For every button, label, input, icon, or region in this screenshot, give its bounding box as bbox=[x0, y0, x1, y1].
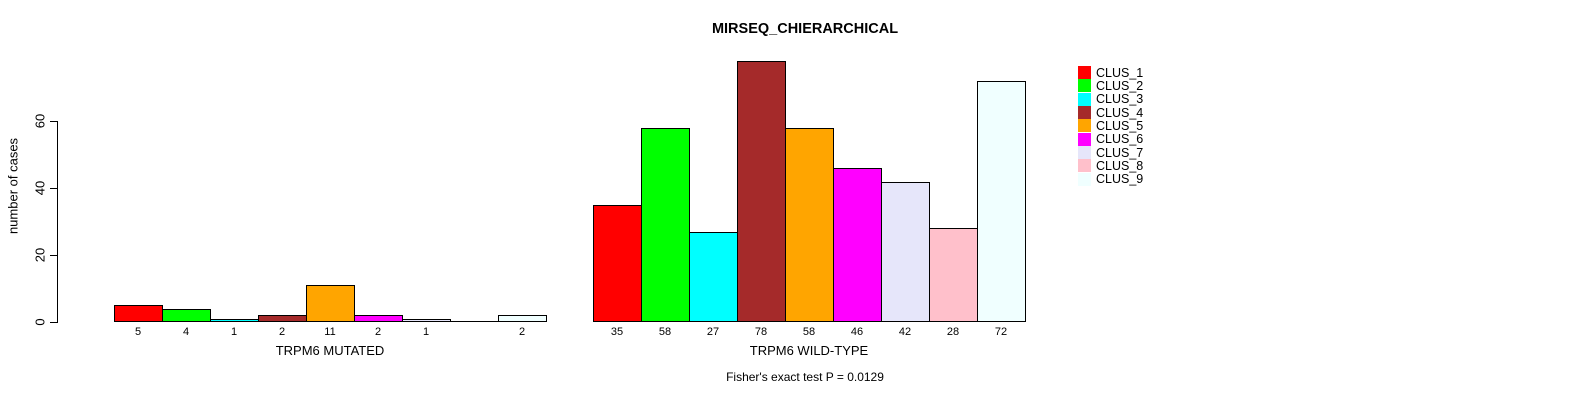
legend-label-clus_1: CLUS_1 bbox=[1096, 66, 1144, 80]
legend-swatch-clus_8 bbox=[1078, 159, 1091, 172]
legend-label-clus_9: CLUS_9 bbox=[1096, 172, 1144, 186]
bar-label: 28 bbox=[946, 326, 960, 338]
bar-clus_9-wildtype bbox=[977, 81, 1026, 322]
bar-label: 2 bbox=[278, 326, 286, 338]
bar-clus_2-mutated bbox=[162, 309, 211, 322]
bar-label: 1 bbox=[422, 326, 430, 338]
legend-label-clus_3: CLUS_3 bbox=[1096, 92, 1144, 106]
y-axis-line bbox=[57, 121, 58, 322]
bar-label: 1 bbox=[230, 326, 238, 338]
x-axis-label-wildtype: TRPM6 WILD-TYPE bbox=[749, 343, 869, 358]
bar-clus_9-mutated bbox=[498, 315, 547, 322]
bar-clus_4-mutated bbox=[258, 315, 307, 322]
bar-label: 5 bbox=[134, 326, 142, 338]
legend-swatch-clus_2 bbox=[1078, 79, 1091, 92]
bar-label: 46 bbox=[850, 326, 864, 338]
y-tick bbox=[50, 188, 58, 189]
legend-label-clus_8: CLUS_8 bbox=[1096, 159, 1144, 173]
x-axis-label-mutated: TRPM6 MUTATED bbox=[275, 343, 385, 358]
bar-clus_5-wildtype bbox=[785, 128, 834, 322]
bar-clus_2-wildtype bbox=[641, 128, 690, 322]
bar-clus_8-mutated-zero-line bbox=[450, 321, 499, 322]
bar-label: 78 bbox=[754, 326, 768, 338]
legend-label-clus_4: CLUS_4 bbox=[1096, 106, 1144, 120]
bar-label: 42 bbox=[898, 326, 912, 338]
chart-footnote: Fisher's exact test P = 0.0129 bbox=[726, 370, 884, 384]
bar-label: 2 bbox=[374, 326, 382, 338]
bar-clus_7-wildtype bbox=[881, 182, 930, 322]
legend-label-clus_2: CLUS_2 bbox=[1096, 79, 1144, 93]
legend-label-clus_7: CLUS_7 bbox=[1096, 146, 1144, 160]
bar-label: 58 bbox=[658, 326, 672, 338]
y-tick bbox=[50, 322, 58, 323]
bar-label: 11 bbox=[324, 326, 336, 338]
bar-clus_3-mutated bbox=[210, 319, 259, 322]
bar-clus_5-mutated bbox=[306, 285, 355, 322]
bar-clus_7-mutated bbox=[402, 319, 451, 322]
bar-label: 4 bbox=[182, 326, 190, 338]
bar-clus_3-wildtype bbox=[689, 232, 738, 322]
chart-title: MIRSEQ_CHIERARCHICAL bbox=[711, 21, 899, 37]
y-tick bbox=[50, 255, 58, 256]
legend-label-clus_6: CLUS_6 bbox=[1096, 132, 1144, 146]
bar-clus_1-wildtype bbox=[593, 205, 642, 322]
legend-swatch-clus_3 bbox=[1078, 93, 1091, 106]
legend-swatch-clus_6 bbox=[1078, 133, 1091, 146]
bar-label: 35 bbox=[610, 326, 624, 338]
bar-clus_6-wildtype bbox=[833, 168, 882, 322]
bar-label: 27 bbox=[706, 326, 720, 338]
bar-label: 2 bbox=[518, 326, 526, 338]
bar-label: 58 bbox=[802, 326, 816, 338]
bar-clus_6-mutated bbox=[354, 315, 403, 322]
y-tick-label: 0 bbox=[32, 318, 48, 326]
legend-swatch-clus_7 bbox=[1078, 146, 1091, 159]
legend-swatch-clus_4 bbox=[1078, 106, 1091, 119]
bar-clus_8-wildtype bbox=[929, 228, 978, 322]
y-tick-label: 40 bbox=[32, 180, 48, 196]
legend-swatch-clus_5 bbox=[1078, 119, 1091, 132]
legend-swatch-clus_9 bbox=[1078, 173, 1091, 186]
bar-clus_4-wildtype bbox=[737, 61, 786, 322]
y-axis-title: number of cases bbox=[5, 137, 21, 235]
legend-label-clus_5: CLUS_5 bbox=[1096, 119, 1144, 133]
y-tick bbox=[50, 121, 58, 122]
y-tick-label: 60 bbox=[32, 113, 48, 129]
y-tick-label: 20 bbox=[32, 247, 48, 263]
bar-clus_1-mutated bbox=[114, 305, 163, 322]
legend-swatch-clus_1 bbox=[1078, 66, 1091, 79]
bar-label: 72 bbox=[994, 326, 1008, 338]
